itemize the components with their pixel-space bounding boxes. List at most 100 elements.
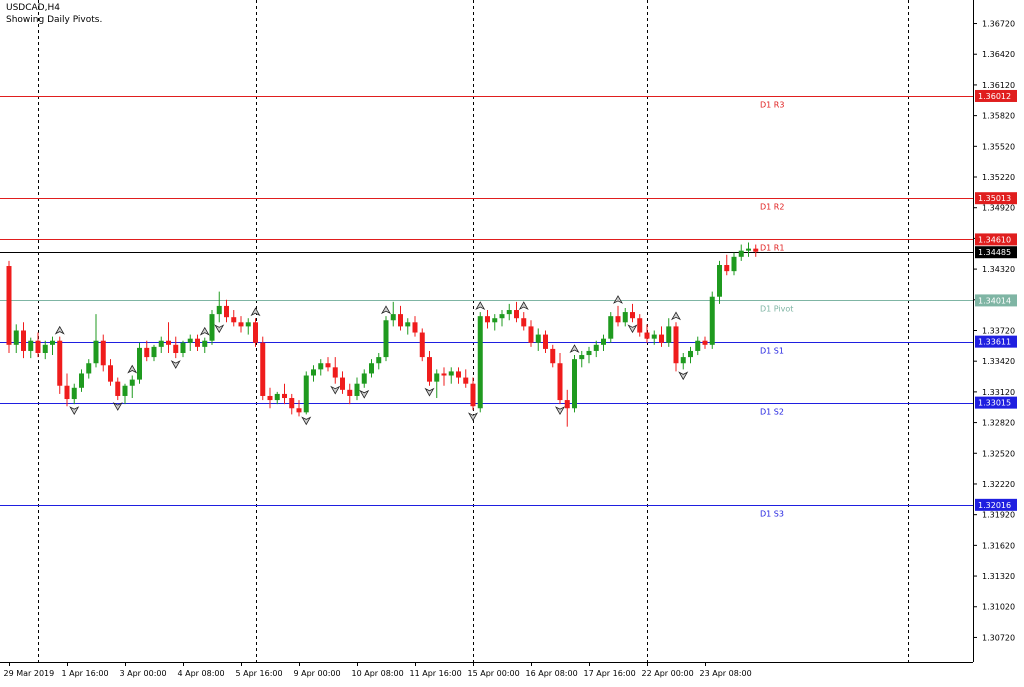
candle-body <box>21 330 26 351</box>
fractal-down-arrow <box>424 387 435 397</box>
candle-body <box>173 344 179 353</box>
time-tick-label: 23 Apr 08:00 <box>700 669 752 678</box>
price-axis: 1.36720 1.36420 1.36120 1.35820 1.35520 1.352… <box>973 0 1015 662</box>
candle-body <box>622 312 628 323</box>
fractal-up-arrow <box>475 301 486 311</box>
candle-body <box>659 334 664 343</box>
candle-body <box>325 363 331 368</box>
candle-body <box>615 316 621 323</box>
candle-body <box>282 393 287 399</box>
candle-body <box>485 316 490 323</box>
fractal-up-arrow <box>250 307 261 317</box>
candle-body <box>187 338 193 343</box>
candle-body <box>724 265 730 272</box>
candle-body <box>441 373 447 376</box>
fractal-down-arrow <box>170 360 181 369</box>
candle-body <box>550 348 556 364</box>
candle-body <box>608 316 614 339</box>
current-price-tag-bg <box>975 246 1017 259</box>
candle-body <box>253 322 258 343</box>
price-tick-label: 1.35520 <box>982 142 1015 151</box>
candle-body <box>535 334 541 343</box>
time-tick-label: 9 Apr 00:00 <box>294 669 341 678</box>
pivot-price-tag-bg <box>975 294 1017 307</box>
candle-body <box>86 363 92 374</box>
candle-body <box>514 310 519 319</box>
price-tick-label: 1.32820 <box>982 419 1015 428</box>
candle-body <box>180 342 186 353</box>
fractal-down-arrow <box>69 406 80 415</box>
price-tick-label: 1.36720 <box>982 20 1015 29</box>
candle-body <box>564 400 570 409</box>
candle-body <box>644 332 650 339</box>
pivot-label: D1 R1 <box>760 244 784 253</box>
candle-body <box>108 365 113 382</box>
candle-body <box>731 256 737 272</box>
candle-body <box>427 357 432 382</box>
time-tick-label: 4 Apr 08:00 <box>178 669 225 678</box>
candle-body <box>50 340 55 345</box>
candle-body <box>166 340 171 345</box>
candle-body <box>79 373 84 388</box>
pivot-price-tag: 1.34610 <box>978 235 1011 244</box>
candle-body <box>673 326 679 364</box>
candle-body <box>383 320 389 358</box>
candle-body <box>456 371 461 378</box>
candle-body <box>303 375 309 413</box>
candle-body <box>434 373 440 382</box>
candle-body <box>71 387 77 400</box>
candle-body <box>122 385 128 396</box>
pivot-price-tag-bg <box>975 89 1017 102</box>
candle-body <box>158 340 164 347</box>
candle-body <box>57 340 63 386</box>
candle-body <box>753 248 759 252</box>
candle-body <box>231 317 237 323</box>
candle-body <box>209 314 215 341</box>
candle-body <box>572 359 577 409</box>
fractal-up-arrow <box>54 325 65 335</box>
candle-body <box>202 340 208 347</box>
candle-body <box>13 330 19 345</box>
indicator-caption: Showing Daily Pivots. <box>6 15 103 25</box>
fractal-up-arrow <box>380 305 392 315</box>
pivot-label: D1 S1 <box>760 347 784 356</box>
candle-body <box>137 347 142 380</box>
fractal-up-arrow <box>670 311 682 321</box>
candle-body <box>528 326 534 343</box>
candle-body <box>695 340 701 351</box>
candle-body <box>369 363 374 374</box>
pivot-label: D1 Pivot <box>760 305 793 314</box>
candle-body <box>260 342 266 396</box>
candle-body <box>35 340 41 353</box>
price-tick-label: 1.36420 <box>982 50 1015 59</box>
candle-body <box>28 340 34 351</box>
pivot-price-tag-bg <box>975 335 1017 348</box>
price-tags: 1.36012 1.35013 1.34610 1.34014 1.33611 1.330… <box>975 89 1017 511</box>
time-tick-label: 16 Apr 08:00 <box>526 669 578 678</box>
price-tick-label: 1.33720 <box>982 326 1015 335</box>
symbol-title: USDCAD,H4 <box>6 3 60 13</box>
candle-body <box>521 318 527 327</box>
candle-body <box>579 355 585 360</box>
fractal-markers <box>54 295 689 426</box>
candle-body <box>499 314 505 319</box>
candle-body <box>6 266 12 345</box>
pivot-price-tag: 1.33611 <box>978 338 1011 347</box>
price-tick-label: 1.33120 <box>982 388 1015 397</box>
pivot-price-tag: 1.35013 <box>978 194 1011 203</box>
fractal-up-arrow <box>199 326 210 336</box>
price-tick-label: 1.33420 <box>982 357 1015 366</box>
candle-body <box>129 379 135 386</box>
time-tick-label: 3 Apr 00:00 <box>120 669 167 678</box>
candle-body <box>100 340 106 366</box>
fractal-up-arrow <box>569 344 580 353</box>
price-tick-label: 1.36120 <box>982 81 1015 90</box>
candle-body <box>688 350 693 358</box>
candle-body <box>376 357 382 364</box>
pivot-price-tag: 1.32016 <box>978 501 1011 510</box>
candle-body <box>340 377 345 390</box>
time-tick-label: 17 Apr 16:00 <box>584 669 636 678</box>
candle-body <box>593 344 599 351</box>
